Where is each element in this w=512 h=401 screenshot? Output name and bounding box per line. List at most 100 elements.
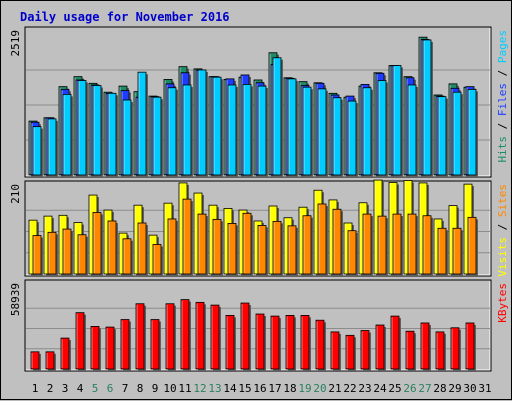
kbytes-bar-day-24 (375, 324, 386, 371)
kbytes-bar-day-13 (210, 304, 221, 371)
kbytes-bar-day-30 (465, 322, 476, 371)
x-label-day-1: 1 (32, 382, 39, 395)
pages-bar-day-4 (77, 80, 88, 177)
legend-entry-hits: Hits (496, 136, 509, 163)
kbytes-bar-day-8 (135, 303, 146, 371)
x-label-day-15: 15 (238, 382, 251, 395)
x-label-day-26: 26 (403, 382, 416, 395)
pages-bar-day-2 (47, 118, 58, 177)
pages-bar-day-15 (242, 84, 253, 177)
sites-bar-day-6 (107, 220, 118, 276)
sites-bar-day-5 (92, 212, 103, 276)
kbytes-bar-day-21 (330, 331, 341, 371)
pages-bar-day-8 (137, 71, 148, 177)
sites-bar-day-3 (62, 228, 73, 276)
pages-bar-day-26 (407, 84, 418, 177)
sites-bar-day-23 (362, 213, 373, 276)
x-label-day-3: 3 (62, 382, 69, 395)
kbytes-bar-day-9 (150, 319, 161, 371)
kbytes-bar-day-20 (315, 319, 326, 371)
x-label-day-9: 9 (152, 382, 159, 395)
sites-bar-day-4 (77, 234, 88, 276)
pages-bar-day-23 (362, 87, 373, 177)
series-kbytes (30, 299, 476, 371)
x-label-day-19: 19 (298, 382, 311, 395)
x-label-day-4: 4 (77, 382, 84, 395)
x-label-day-27: 27 (418, 382, 431, 395)
y-max-label: 210 (9, 184, 22, 204)
y-max-label: 58939 (9, 283, 22, 316)
kbytes-bar-day-17 (270, 315, 281, 371)
pages-bar-day-29 (452, 91, 463, 177)
legend: Hits / Files / Pages (496, 30, 509, 163)
kbytes-bar-day-7 (120, 319, 131, 371)
pages-bar-day-17 (272, 57, 283, 177)
pages-bar-day-24 (377, 80, 388, 177)
sites-bar-day-11 (182, 198, 193, 276)
sites-bar-day-27 (422, 215, 433, 276)
legend-separator: / (496, 63, 509, 83)
pages-bar-day-22 (347, 100, 358, 177)
pages-bar-day-30 (467, 89, 478, 177)
kbytes-bar-day-10 (165, 303, 176, 371)
x-label-day-23: 23 (358, 382, 371, 395)
sites-bar-day-29 (452, 227, 463, 276)
legend-entry-kbytes: KBytes (496, 283, 509, 323)
x-label-day-31: 31 (478, 382, 491, 395)
sites-bar-day-24 (377, 215, 388, 276)
legend-separator: / (496, 217, 509, 237)
legend-separator: / (496, 116, 509, 136)
sites-bar-day-2 (47, 231, 58, 276)
sites-bar-day-30 (467, 216, 478, 276)
x-label-day-29: 29 (448, 382, 461, 395)
legend-entry-pages: Pages (496, 30, 509, 63)
kbytes-bar-day-26 (405, 330, 416, 371)
kbytes-bar-day-6 (105, 326, 116, 371)
visits-panel: 210 Visits / Sites (9, 179, 509, 277)
x-label-day-24: 24 (373, 382, 387, 395)
pages-bar-day-6 (107, 92, 118, 177)
sites-bar-day-26 (407, 213, 418, 276)
sites-bar-day-8 (137, 222, 148, 276)
kbytes-bar-day-5 (90, 325, 101, 371)
sites-bar-day-12 (197, 213, 208, 276)
kbytes-bar-day-16 (255, 313, 266, 371)
x-label-day-21: 21 (328, 382, 341, 395)
sites-bar-day-16 (257, 225, 268, 276)
pages-bar-day-11 (182, 84, 193, 177)
sites-bar-day-1 (32, 235, 43, 276)
x-label-day-5: 5 (92, 382, 99, 395)
pages-bar-day-20 (317, 88, 328, 177)
kbytes-bar-day-3 (60, 337, 71, 371)
pages-bar-day-25 (392, 65, 403, 177)
pages-bar-day-16 (257, 85, 268, 177)
kbytes-bar-day-15 (240, 302, 251, 371)
sites-bar-day-9 (152, 244, 163, 276)
pages-bar-day-7 (122, 99, 133, 177)
x-label-day-10: 10 (163, 382, 176, 395)
pages-bar-day-5 (92, 85, 103, 177)
sites-bar-day-28 (437, 227, 448, 276)
x-label-day-18: 18 (283, 382, 296, 395)
series-pages (32, 39, 478, 177)
x-label-day-25: 25 (388, 382, 401, 395)
kbytes-bar-day-22 (345, 334, 356, 371)
sites-bar-day-10 (167, 218, 178, 276)
kbytes-bar-day-29 (450, 327, 461, 371)
x-label-day-22: 22 (343, 382, 356, 395)
x-label-day-7: 7 (122, 382, 129, 395)
x-label-day-16: 16 (253, 382, 266, 395)
pages-bar-day-12 (197, 69, 208, 177)
legend-entry-sites: Sites (496, 184, 509, 217)
pages-bar-day-27 (422, 39, 433, 177)
pages-bar-day-14 (227, 84, 238, 177)
kbytes-bar-day-2 (45, 351, 56, 371)
kbytes-bar-day-11 (180, 299, 191, 371)
pages-bar-day-19 (302, 86, 313, 177)
kbytes-bar-day-1 (30, 351, 41, 371)
x-label-day-28: 28 (433, 382, 446, 395)
sites-bar-day-25 (392, 213, 403, 276)
legend: KBytes (496, 283, 509, 323)
